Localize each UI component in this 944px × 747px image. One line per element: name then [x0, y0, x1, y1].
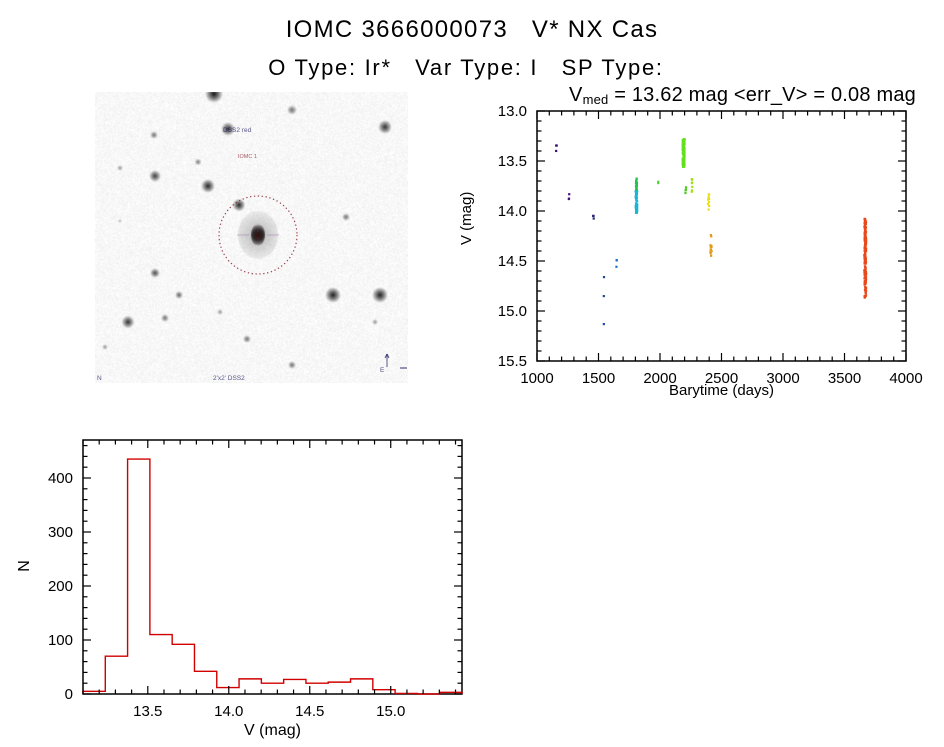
svg-text:15.0: 15.0 — [498, 303, 527, 320]
svg-text:400: 400 — [48, 470, 73, 487]
svg-text:14.5: 14.5 — [498, 253, 527, 270]
svg-text:300: 300 — [48, 524, 73, 541]
svg-text:0: 0 — [65, 686, 73, 703]
svg-text:E: E — [380, 367, 385, 374]
svg-text:14.0: 14.0 — [498, 203, 527, 220]
svg-text:200: 200 — [48, 578, 73, 595]
svg-text:DSS2 red: DSS2 red — [223, 127, 252, 134]
svg-text:2'x2' DSS2: 2'x2' DSS2 — [213, 375, 245, 382]
svg-text:IOMC 1: IOMC 1 — [238, 154, 257, 160]
svg-text:100: 100 — [48, 632, 73, 649]
svg-text:13.5: 13.5 — [133, 703, 162, 720]
svg-text:13.0: 13.0 — [498, 103, 527, 120]
svg-text:14.5: 14.5 — [295, 703, 324, 720]
svg-text:14.0: 14.0 — [214, 703, 243, 720]
svg-text:N: N — [97, 375, 102, 382]
svg-text:13.5: 13.5 — [498, 153, 527, 170]
svg-text:15.5: 15.5 — [498, 353, 527, 370]
svg-text:15.0: 15.0 — [376, 703, 405, 720]
